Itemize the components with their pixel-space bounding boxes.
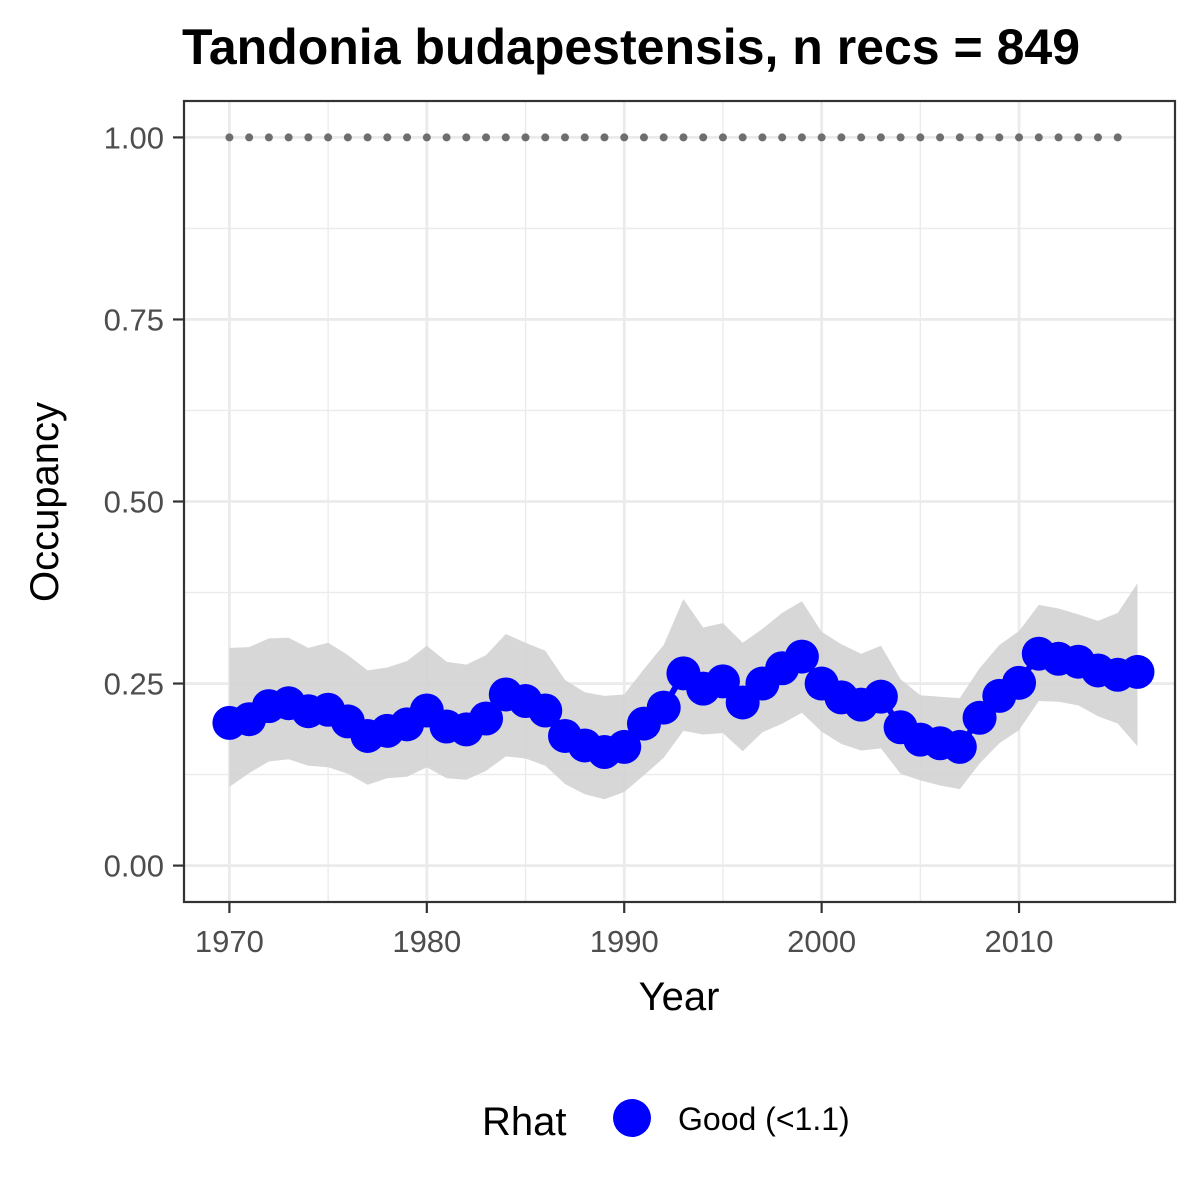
reference-point xyxy=(363,133,372,142)
reference-point xyxy=(561,133,570,142)
reference-point xyxy=(383,133,392,142)
reference-point xyxy=(659,133,668,142)
occupancy-point xyxy=(528,693,563,728)
y-tick-label: 0.75 xyxy=(104,302,164,337)
reference-point xyxy=(343,133,352,142)
reference-point xyxy=(679,133,688,142)
y-tick-label: 0.50 xyxy=(104,485,164,520)
reference-point xyxy=(817,133,826,142)
reference-point xyxy=(245,133,254,142)
occupancy-point xyxy=(607,729,642,764)
reference-point xyxy=(896,133,905,142)
legend-label-good: Good (<1.1) xyxy=(678,1101,850,1137)
x-tick-label: 1980 xyxy=(392,924,461,959)
reference-point xyxy=(876,133,885,142)
occupancy-point xyxy=(942,729,977,764)
legend-title: Rhat xyxy=(482,1100,567,1144)
reference-point xyxy=(916,133,925,142)
x-tick-label: 1990 xyxy=(590,924,659,959)
reference-point xyxy=(837,133,846,142)
reference-point xyxy=(403,133,412,142)
reference-point xyxy=(1054,133,1063,142)
reference-point xyxy=(521,133,530,142)
x-axis-title: Year xyxy=(639,975,720,1019)
reference-point xyxy=(225,133,234,142)
y-axis: 0.00 0.25 0.50 0.75 1.00 xyxy=(104,120,184,884)
reference-point xyxy=(1015,133,1024,142)
y-tick-label: 0.00 xyxy=(104,849,164,884)
legend-key-good xyxy=(613,1099,651,1137)
reference-point xyxy=(462,133,471,142)
reference-point xyxy=(482,133,491,142)
reference-point xyxy=(758,133,767,142)
reference-point xyxy=(778,133,787,142)
reference-points-layer xyxy=(225,133,1122,142)
reference-point xyxy=(1074,133,1083,142)
occupancy-point xyxy=(1120,654,1155,689)
occupancy-point xyxy=(469,701,504,736)
reference-point xyxy=(797,133,806,142)
reference-point xyxy=(600,133,609,142)
occupancy-point xyxy=(863,679,898,714)
reference-point xyxy=(639,133,648,142)
reference-point xyxy=(264,133,273,142)
reference-point xyxy=(442,133,451,142)
legend: Rhat Good (<1.1) xyxy=(482,1099,850,1144)
reference-point xyxy=(955,133,964,142)
reference-point xyxy=(580,133,589,142)
reference-point xyxy=(995,133,1004,142)
reference-point xyxy=(620,133,629,142)
reference-point xyxy=(422,133,431,142)
reference-point xyxy=(284,133,293,142)
reference-point xyxy=(699,133,708,142)
y-tick-label: 0.25 xyxy=(104,667,164,702)
reference-point xyxy=(324,133,333,142)
reference-point xyxy=(936,133,945,142)
reference-point xyxy=(1094,133,1103,142)
x-tick-label: 2010 xyxy=(985,924,1054,959)
reference-point xyxy=(501,133,510,142)
reference-point xyxy=(541,133,550,142)
reference-point xyxy=(738,133,747,142)
occupancy-point xyxy=(962,700,997,735)
reference-point xyxy=(304,133,313,142)
x-tick-label: 2000 xyxy=(787,924,856,959)
y-axis-title: Occupancy xyxy=(23,402,67,602)
occupancy-point xyxy=(784,639,819,674)
occupancy-points-layer xyxy=(212,636,1155,769)
reference-point xyxy=(718,133,727,142)
occupancy-point xyxy=(646,690,681,725)
reference-point xyxy=(1113,133,1122,142)
y-tick-label: 1.00 xyxy=(104,120,164,155)
plot-panel xyxy=(182,99,1177,904)
reference-point xyxy=(857,133,866,142)
reference-point xyxy=(1034,133,1043,142)
x-axis: 1970 1980 1990 2000 2010 xyxy=(195,902,1054,959)
x-tick-label: 1970 xyxy=(195,924,264,959)
chart-title: Tandonia budapestensis, n recs = 849 xyxy=(182,19,1080,75)
reference-point xyxy=(975,133,984,142)
occupancy-point xyxy=(1002,665,1037,700)
